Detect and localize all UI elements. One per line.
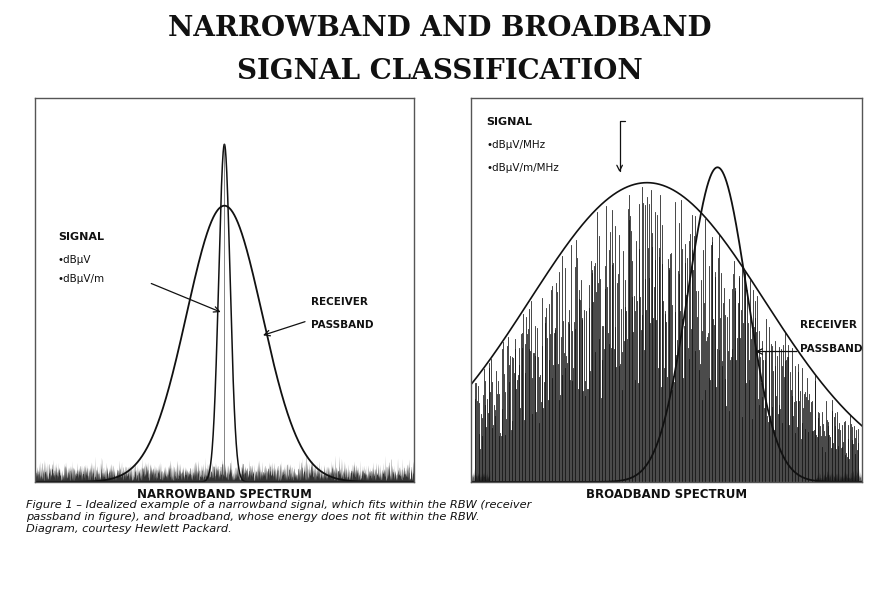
Text: SIGNAL: SIGNAL — [487, 117, 532, 127]
Text: PASSBAND: PASSBAND — [312, 321, 374, 330]
Text: BROADBAND SPECTRUM: BROADBAND SPECTRUM — [585, 488, 747, 501]
Text: NARROWBAND SPECTRUM: NARROWBAND SPECTRUM — [137, 488, 312, 501]
Text: •dBμV: •dBμV — [58, 255, 92, 265]
Text: NARROWBAND AND BROADBAND: NARROWBAND AND BROADBAND — [168, 15, 712, 42]
Text: RECEIVER: RECEIVER — [312, 297, 369, 308]
Text: •dBμV/m: •dBμV/m — [58, 274, 105, 284]
Text: PASSBAND: PASSBAND — [800, 343, 862, 354]
Text: SIGNAL CLASSIFICATION: SIGNAL CLASSIFICATION — [237, 58, 643, 85]
Text: RECEIVER: RECEIVER — [800, 321, 856, 330]
Text: •dBμV/MHz: •dBμV/MHz — [487, 140, 546, 150]
Text: •dBμV/m/MHz: •dBμV/m/MHz — [487, 163, 559, 173]
Text: Figure 1 – Idealized example of a narrowband signal, which fits within the RBW (: Figure 1 – Idealized example of a narrow… — [26, 500, 532, 534]
Text: SIGNAL: SIGNAL — [58, 232, 104, 243]
